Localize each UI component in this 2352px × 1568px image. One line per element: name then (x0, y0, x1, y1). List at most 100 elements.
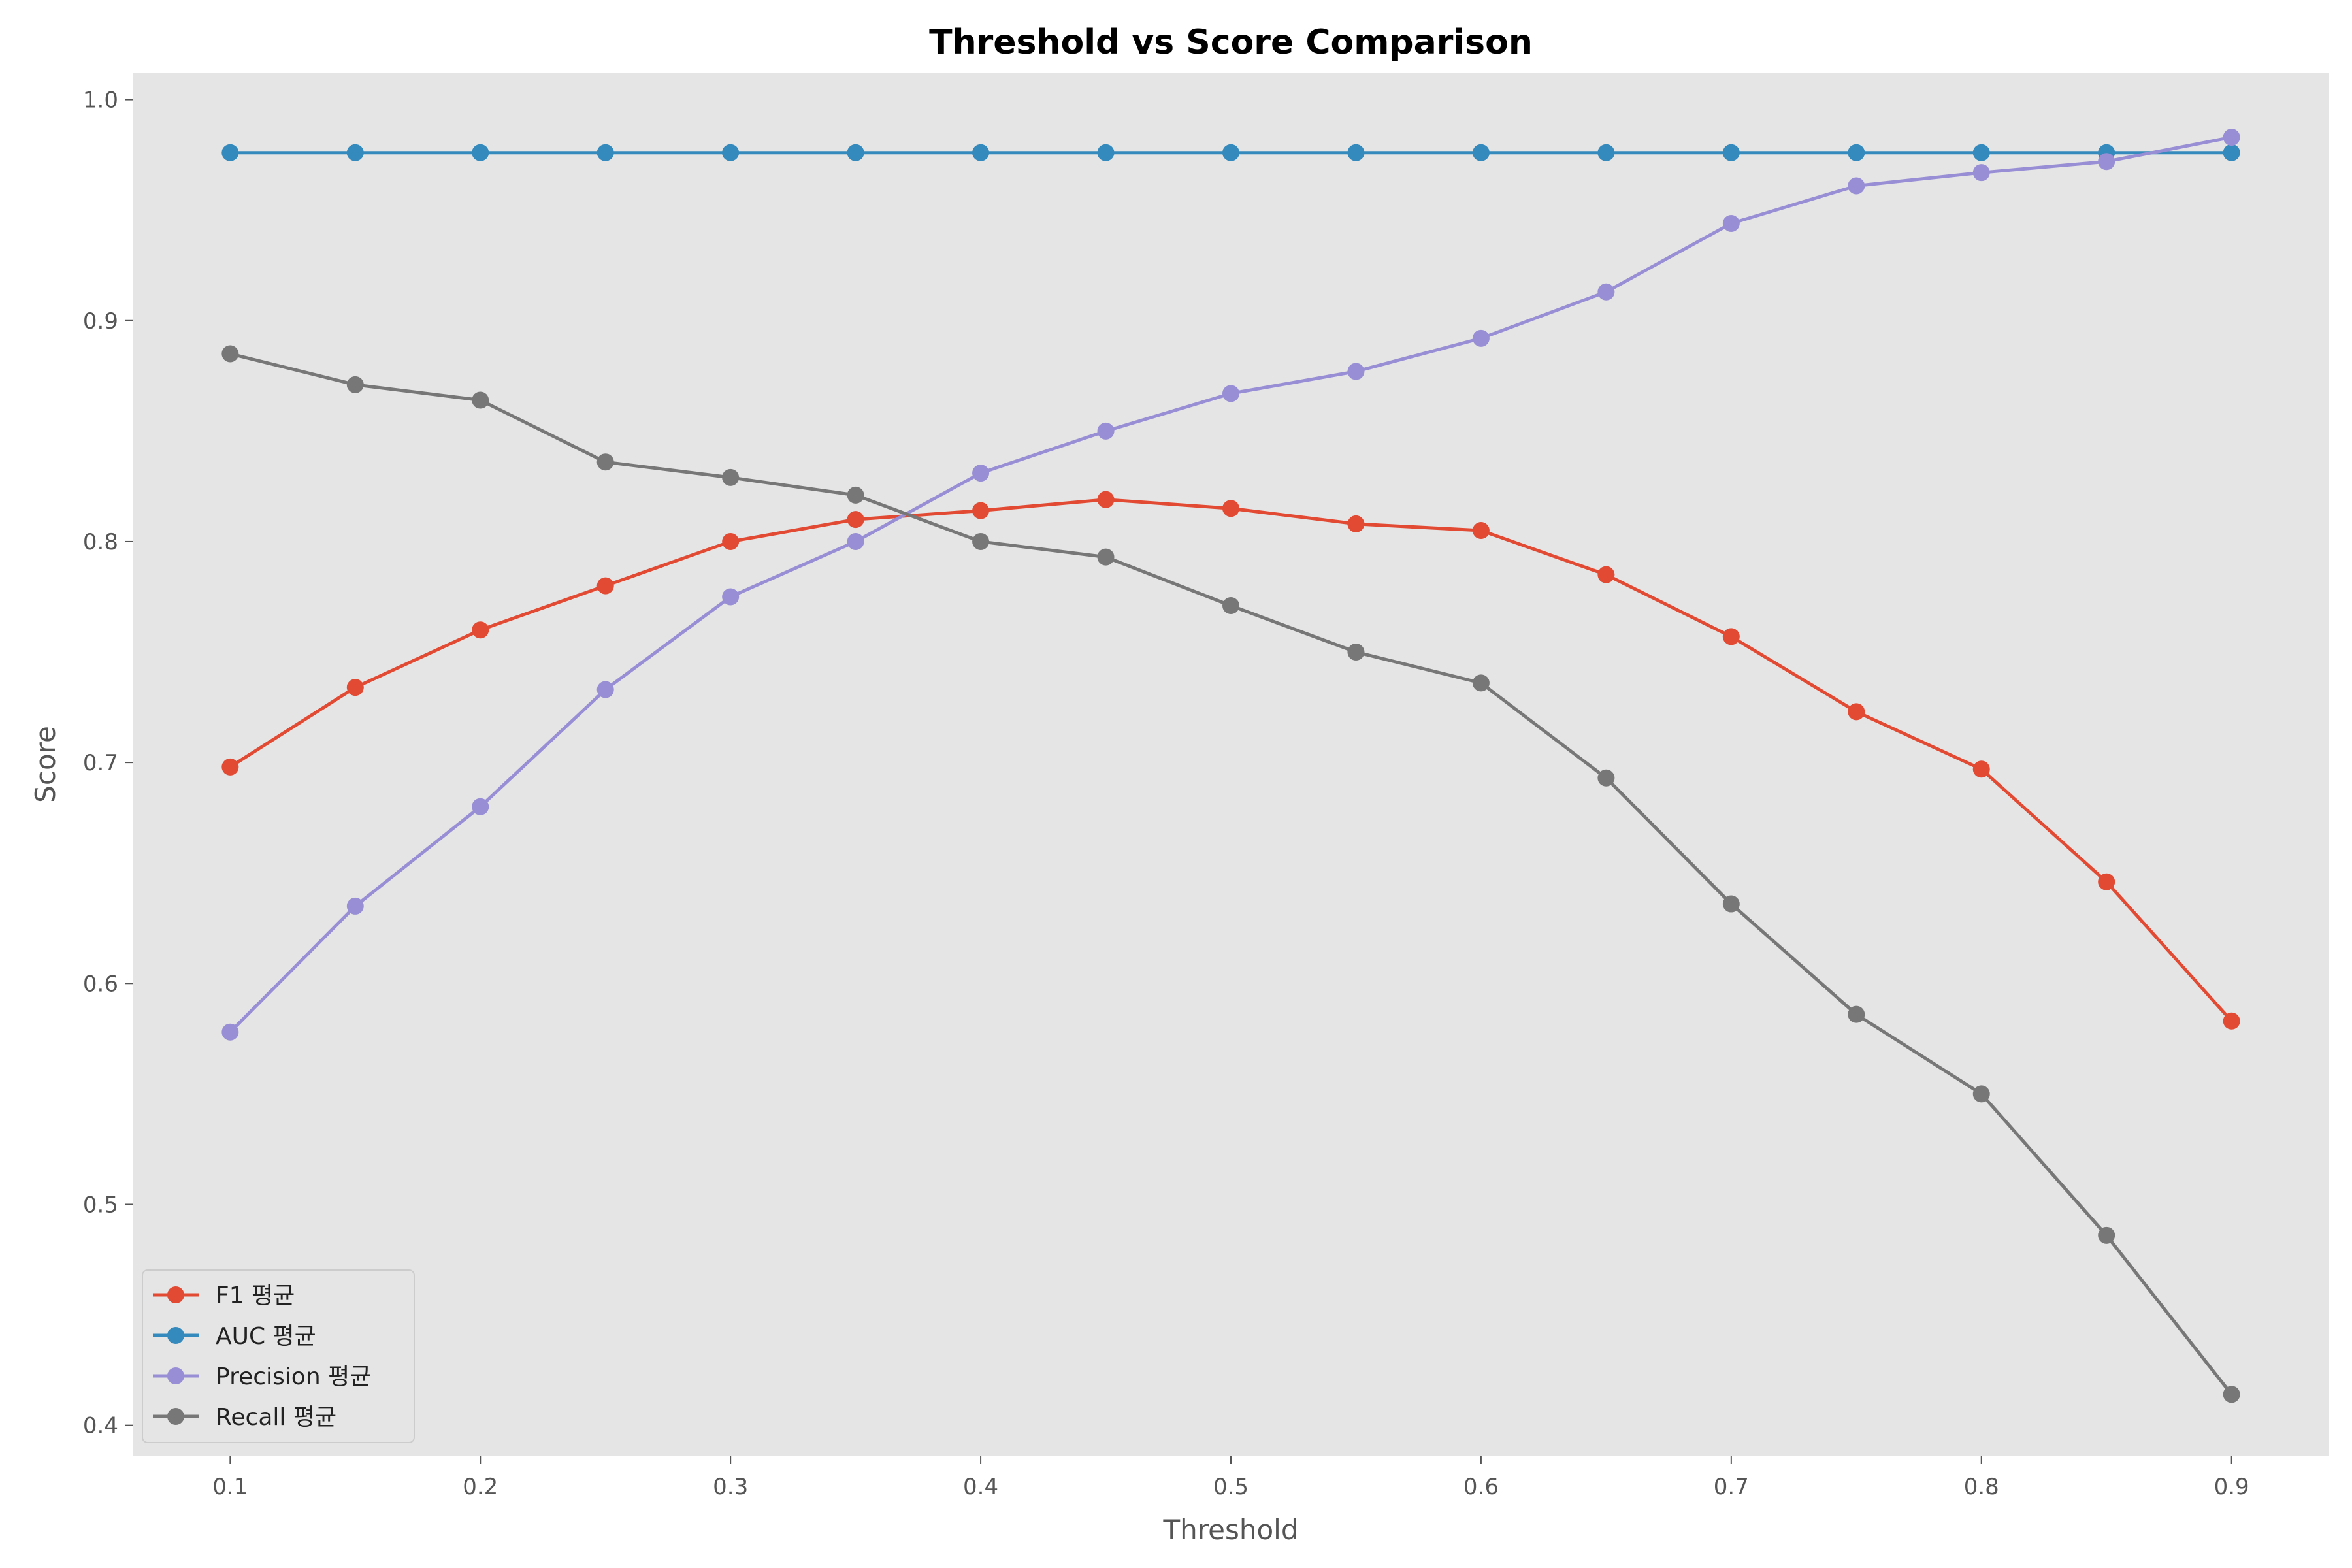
data-point (1472, 674, 1490, 692)
data-point (472, 621, 489, 639)
data-point (1848, 703, 1865, 721)
data-point (1347, 644, 1365, 661)
data-point (2223, 1012, 2240, 1030)
data-point (722, 588, 740, 606)
data-point (972, 502, 990, 519)
data-point (1848, 177, 1865, 195)
series-points (221, 129, 2240, 1403)
data-point (1722, 895, 1740, 913)
data-point (472, 798, 489, 815)
data-point (1722, 214, 1740, 232)
data-point (2098, 153, 2115, 171)
data-point (1972, 164, 1990, 182)
legend-label: F1 평균 (216, 1282, 295, 1309)
data-point (847, 532, 864, 550)
data-point (1347, 515, 1365, 532)
data-point (1848, 1005, 1865, 1023)
data-point (847, 144, 864, 161)
y-tick-label: 0.5 (83, 1192, 118, 1218)
data-point (2223, 129, 2240, 146)
data-point (1472, 522, 1490, 540)
data-point (1597, 566, 1615, 583)
data-point (2098, 1226, 2115, 1244)
y-tick-label: 0.6 (83, 971, 118, 997)
x-tick-label: 0.1 (212, 1474, 248, 1500)
data-point (1097, 548, 1115, 566)
data-point (1972, 1085, 1990, 1103)
data-point (847, 511, 864, 529)
x-tick-label: 0.7 (1714, 1474, 1749, 1500)
data-point (1722, 144, 1740, 161)
data-point (346, 897, 364, 915)
chart-title: Threshold vs Score Comparison (929, 23, 1533, 62)
data-point (722, 468, 740, 486)
data-point (1347, 144, 1365, 161)
legend-label: Precision 평균 (216, 1364, 371, 1390)
x-tick-label: 0.2 (463, 1474, 498, 1500)
y-tick-label: 0.8 (83, 529, 118, 555)
y-tick-label: 0.9 (83, 308, 118, 335)
x-axis-label: Threshold (1163, 1514, 1299, 1546)
data-point (722, 532, 740, 550)
legend-box (142, 1269, 415, 1443)
data-point (596, 453, 614, 471)
data-point (1972, 144, 1990, 161)
data-point (972, 532, 990, 550)
data-point (346, 144, 364, 161)
data-point (1472, 144, 1490, 161)
legend-label: AUC 평균 (216, 1323, 316, 1350)
data-point (1472, 329, 1490, 347)
data-point (596, 577, 614, 595)
data-point (722, 144, 740, 161)
y-tick-label: 0.7 (83, 750, 118, 776)
data-point (1222, 597, 1239, 615)
data-point (1222, 385, 1239, 402)
x-tick-label: 0.5 (1213, 1474, 1249, 1500)
y-tick-label: 1.0 (83, 88, 118, 114)
data-point (596, 681, 614, 698)
data-point (221, 1023, 239, 1041)
x-tick-label: 0.3 (713, 1474, 748, 1500)
data-point (221, 144, 239, 161)
x-tick-label: 0.9 (2214, 1474, 2249, 1500)
data-point (1222, 144, 1239, 161)
legend-marker (167, 1327, 184, 1344)
data-point (472, 144, 489, 161)
legend: F1 평균 AUC 평균 Precision 평균 Recall 평균 (142, 1269, 415, 1443)
data-point (1597, 769, 1615, 787)
data-point (1597, 283, 1615, 301)
x-axis: 0.1 0.2 0.3 0.4 0.5 0.6 0.7 0.8 0.9 (212, 1456, 2249, 1500)
data-point (1848, 144, 1865, 161)
y-axis: 0.4 0.5 0.6 0.7 0.8 0.9 1.0 (83, 88, 133, 1439)
data-point (221, 758, 239, 776)
data-point (1597, 144, 1615, 161)
data-point (596, 144, 614, 161)
data-point (2223, 1386, 2240, 1403)
data-point (472, 391, 489, 409)
data-point (847, 486, 864, 504)
legend-marker (167, 1286, 184, 1303)
x-tick-label: 0.8 (1964, 1474, 1999, 1500)
data-point (2223, 144, 2240, 161)
data-point (1097, 144, 1115, 161)
x-tick-label: 0.4 (963, 1474, 998, 1500)
x-tick-label: 0.6 (1463, 1474, 1499, 1500)
legend-marker (167, 1408, 184, 1425)
data-point (346, 679, 364, 696)
data-point (2098, 873, 2115, 890)
legend-label: Recall 평균 (216, 1404, 336, 1431)
data-point (346, 376, 364, 393)
y-axis-label: Score (29, 726, 61, 803)
data-point (1722, 628, 1740, 645)
data-point (1097, 491, 1115, 508)
data-point (1972, 760, 1990, 778)
data-point (221, 345, 239, 363)
data-point (972, 144, 990, 161)
data-point (1097, 422, 1115, 440)
data-point (1222, 500, 1239, 517)
plot-area (133, 73, 2329, 1456)
y-tick-label: 0.4 (83, 1413, 118, 1439)
data-point (1347, 363, 1365, 380)
data-point (972, 465, 990, 482)
